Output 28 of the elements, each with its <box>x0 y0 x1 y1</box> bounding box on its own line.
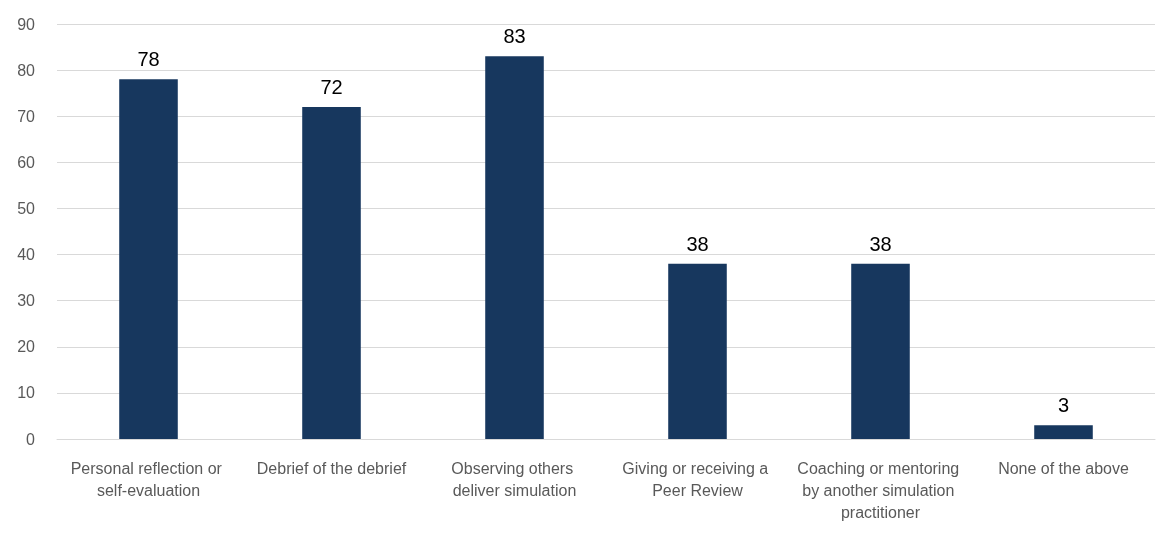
y-tick-label: 50 <box>17 199 36 217</box>
bar <box>119 79 178 439</box>
y-tick-label: 90 <box>17 15 36 33</box>
bar <box>302 107 361 439</box>
data-label: 38 <box>686 232 709 255</box>
x-tick-label: Observing others deliver simulation <box>451 459 578 499</box>
x-tick-label: None of the above <box>998 459 1129 477</box>
x-tick-label: Coaching or mentoring by another simulation practitioner <box>797 459 964 521</box>
y-tick-label: 10 <box>17 384 36 402</box>
bar <box>668 263 727 439</box>
y-tick-label: 40 <box>17 246 36 264</box>
x-tick-label: Debrief of the debrief <box>256 459 407 477</box>
data-label: 38 <box>869 232 892 255</box>
bar <box>485 56 544 439</box>
y-tick-label: 0 <box>26 430 36 448</box>
data-label: 72 <box>320 76 343 98</box>
data-label: 78 <box>137 48 160 71</box>
y-tick-label: 20 <box>17 338 36 356</box>
bar <box>1034 425 1093 439</box>
bar <box>851 263 910 439</box>
y-tick-label: 80 <box>17 61 36 79</box>
y-tick-label: 30 <box>17 292 36 310</box>
x-tick-label: Personal reflection or self-evaluation <box>70 459 227 499</box>
data-label: 83 <box>503 25 526 48</box>
x-tick-label: Giving or receiving a Peer Review <box>622 459 773 499</box>
y-tick-label: 70 <box>17 107 36 125</box>
data-label: 3 <box>1057 394 1070 417</box>
y-tick-label: 60 <box>17 153 36 171</box>
